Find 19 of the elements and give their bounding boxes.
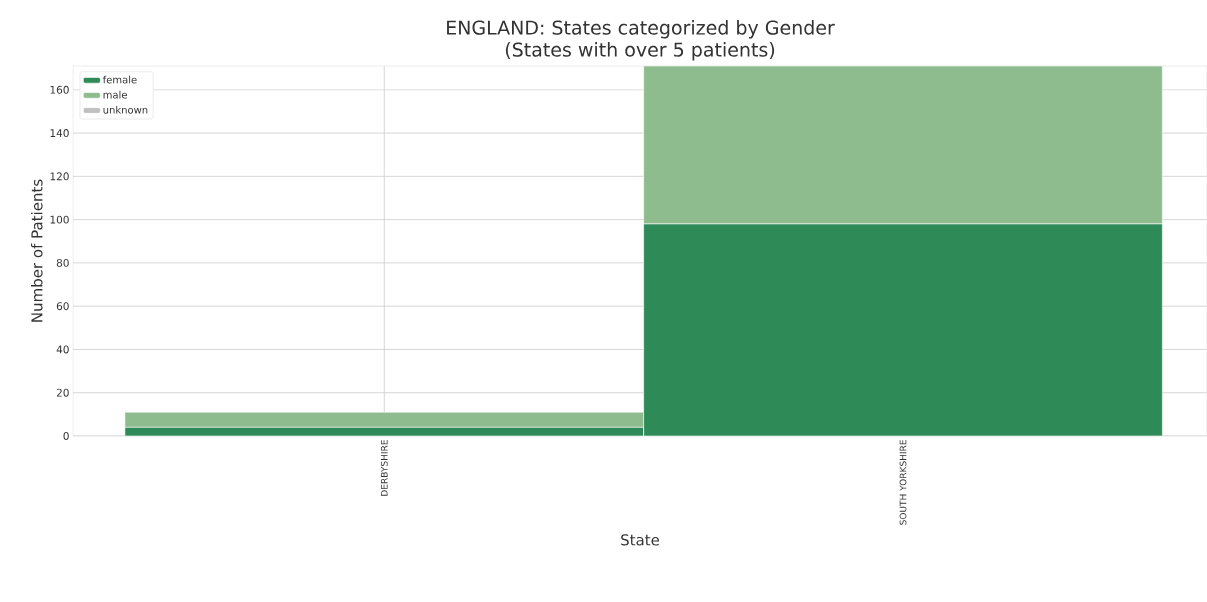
y-tick-label: 0: [63, 432, 69, 440]
legend-label: male: [103, 90, 127, 99]
bar: [124, 411, 644, 428]
bar: [643, 65, 1163, 225]
y-tick-label: 160: [50, 85, 69, 94]
x-tick-label: DERBYSHIRE: [380, 440, 388, 496]
chart-title: ENGLAND: States categorized by Gender (States with over 5 patients): [447, 20, 835, 61]
y-tick-label: 80: [56, 258, 69, 267]
x-tick-label: SOUTH YORKSHIRE: [899, 440, 907, 525]
y-tick-label: 120: [50, 172, 69, 181]
legend-label: female: [102, 75, 137, 84]
y-axis-title: Number of Patients: [30, 179, 43, 322]
x-axis-title: State: [621, 534, 660, 546]
legend-label: unknown: [103, 105, 148, 114]
y-tick-label: 60: [56, 302, 69, 311]
y-tick-label: 20: [56, 388, 69, 397]
y-tick-label: 40: [56, 345, 69, 354]
y-tick-label: 140: [50, 129, 69, 138]
y-tick-label: 100: [50, 215, 69, 224]
